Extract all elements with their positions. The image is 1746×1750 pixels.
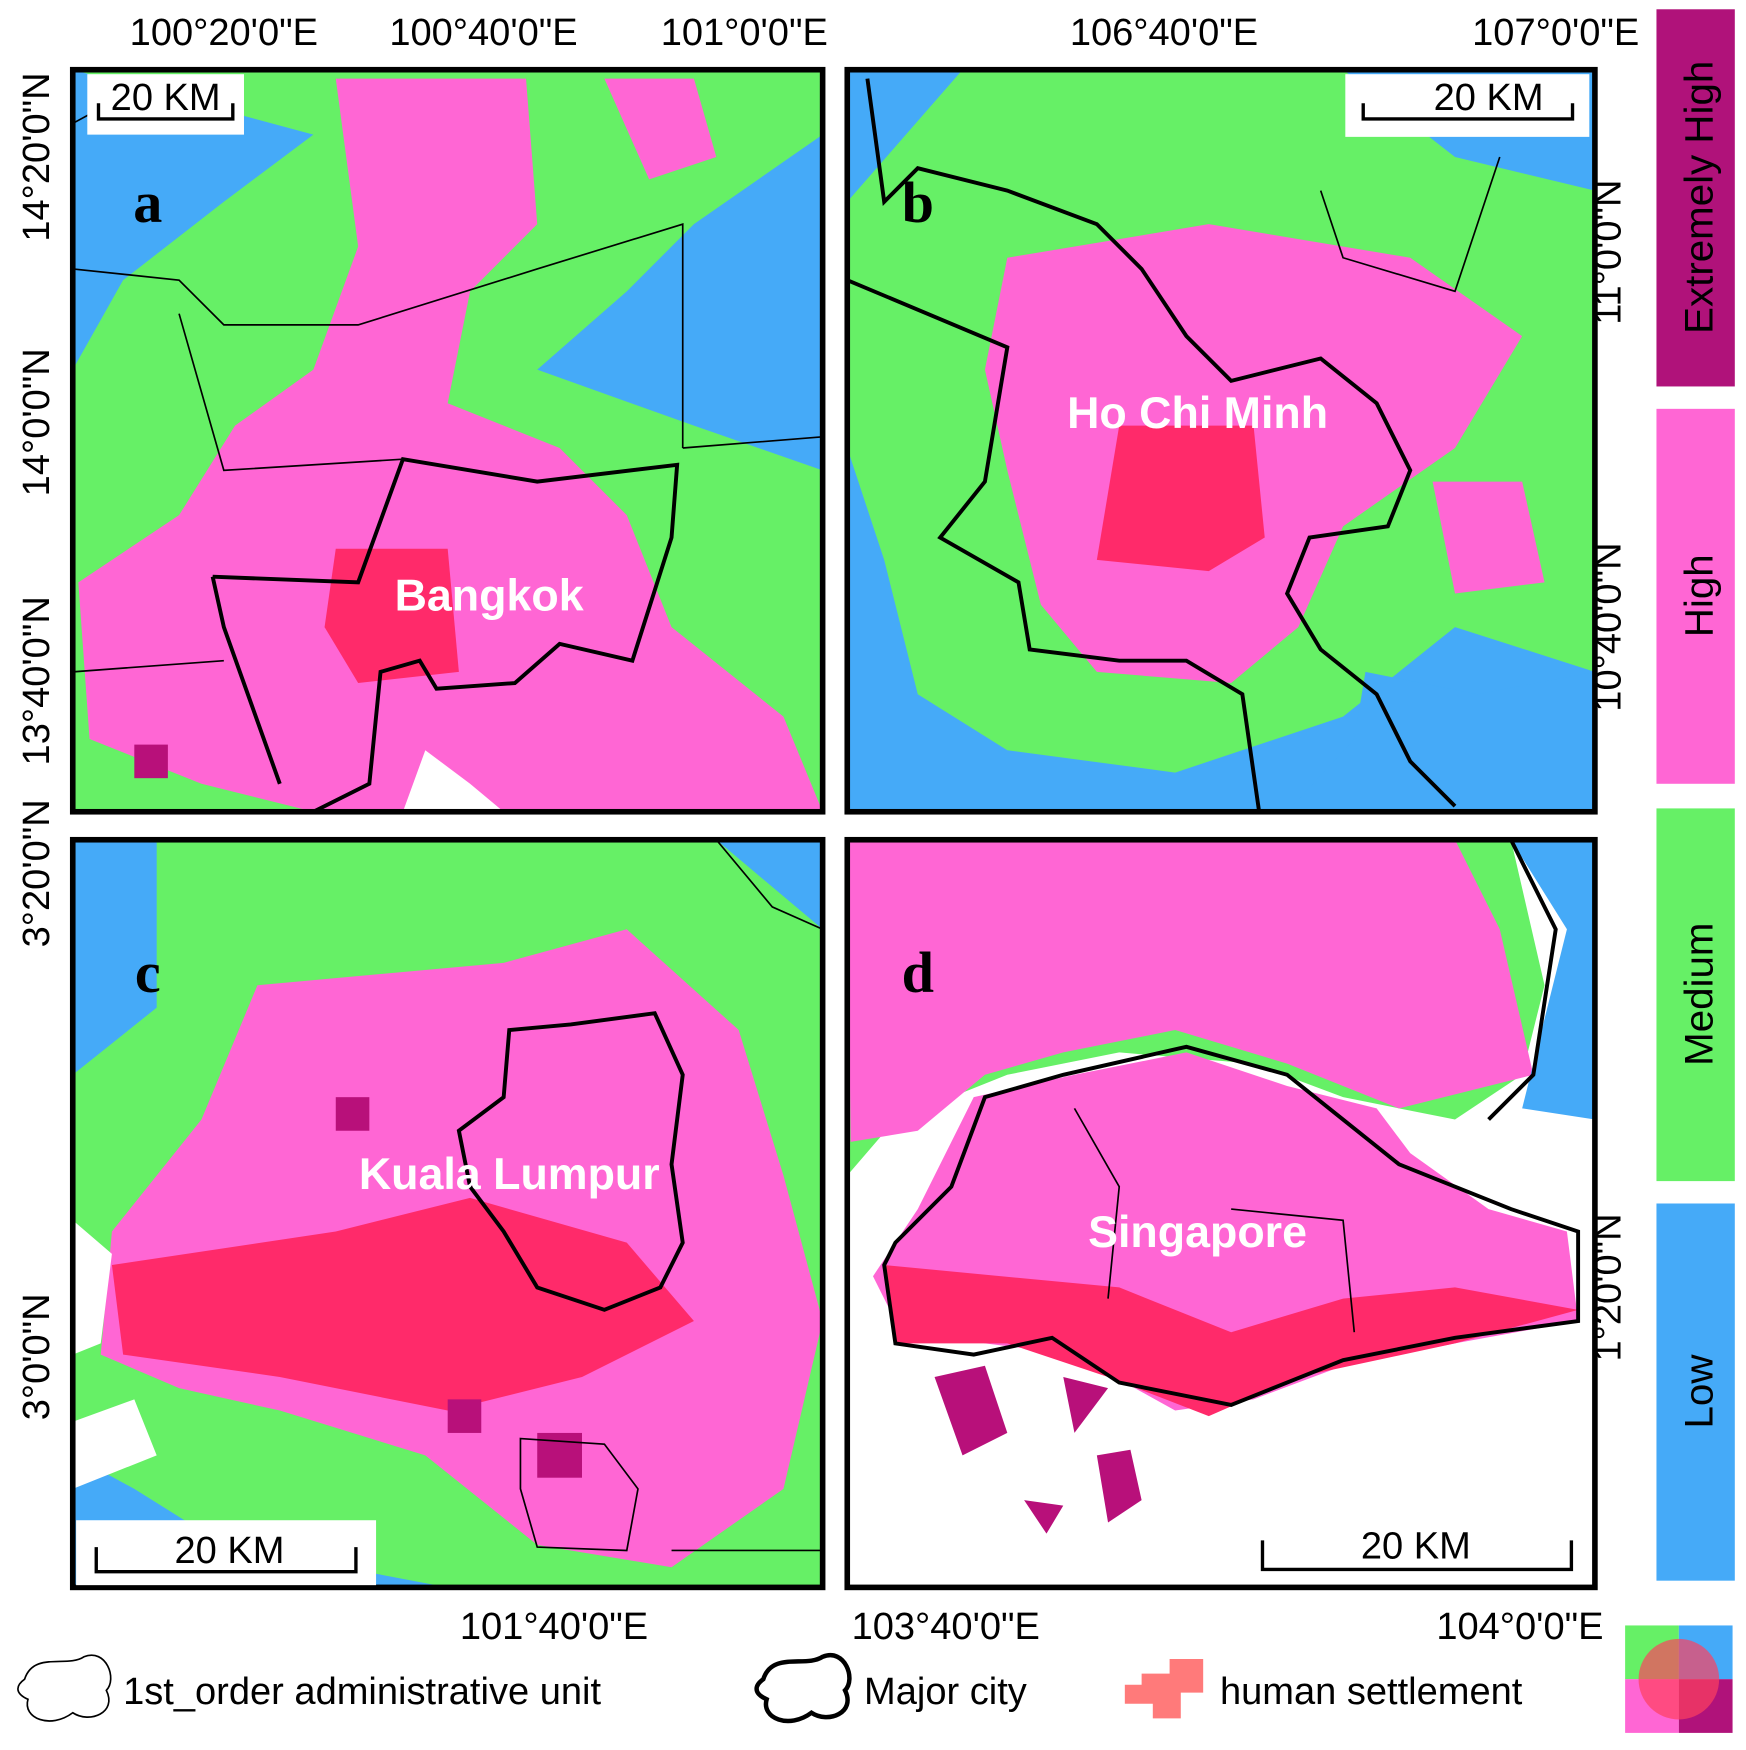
scale-box [1345,74,1590,137]
tick-label: 13°40'0"N [16,596,58,765]
scale-label: 20 KM [1361,1525,1471,1567]
tick-label: 3°20'0"N [16,799,58,947]
city-label: Singapore [1088,1207,1307,1257]
panel-letter: d [902,940,934,1005]
tick-label: 14°0'0"N [16,348,58,496]
legend-swatch [1656,408,1735,784]
legend-icon [754,1652,852,1724]
legend-swatch [1656,9,1735,387]
tick-label: 104°0'0"E [1436,1606,1603,1648]
city-label: Kuala Lumpur [359,1149,660,1199]
panel-letter: a [133,170,162,235]
map-panel-d [847,839,1595,1588]
tick-label: 10°40'0"N [1588,542,1630,711]
panel-frame [844,66,1598,815]
tick-label: 107°0'0"E [1472,12,1639,54]
panel-frame [844,836,1598,1591]
tick-label: 100°20'0"E [130,12,318,54]
legend-class: Extremely High [1676,61,1721,334]
scale-label: 20 KM [174,1530,284,1572]
legend-icon [1124,1659,1204,1719]
panel-frame [69,66,826,815]
legend-class: Low [1676,1354,1721,1429]
map-panel-b [847,69,1595,812]
tick-label: 101°0'0"E [661,12,828,54]
panel-frame [69,836,826,1591]
scale-box [87,74,244,135]
tick-label: 103°40'0"E [852,1606,1040,1648]
tick-label: 1°20'0"N [1588,1213,1630,1361]
scale-bar [94,1547,358,1574]
legend-icon [17,1654,112,1722]
scale-bar [96,103,235,121]
scale-label: 20 KM [1434,77,1544,119]
map-panel-c [72,839,823,1588]
tick-label: 14°20'0"N [16,72,58,241]
panel-letter: c [135,940,161,1005]
tick-label: 3°0'0"N [16,1293,58,1420]
legend-class: Medium [1676,923,1721,1066]
scale-bar [1260,1540,1574,1572]
legend-swatch [1656,808,1735,1182]
tick-label: 106°40'0"E [1070,12,1258,54]
legend-class: High [1676,554,1721,637]
tick-label: 11°0'0"N [1588,180,1630,325]
legend-swatch [1656,1203,1735,1581]
panel-letter: b [902,170,934,235]
scale-label: 20 KM [111,77,221,119]
city-label: Bangkok [395,570,584,620]
scale-bar [1361,103,1575,121]
tick-label: 100°40'0"E [389,12,577,54]
legend-item: human settlement [1220,1671,1523,1713]
legend-item: 1st_order administrative unit [123,1671,601,1713]
scale-box [76,1520,377,1586]
city-label: Ho Chi Minh [1067,388,1328,438]
legend-item: Major city [864,1671,1027,1713]
tick-label: 101°40'0"E [460,1606,648,1648]
color-key-icon [1625,1625,1733,1733]
map-panel-a [72,69,823,812]
